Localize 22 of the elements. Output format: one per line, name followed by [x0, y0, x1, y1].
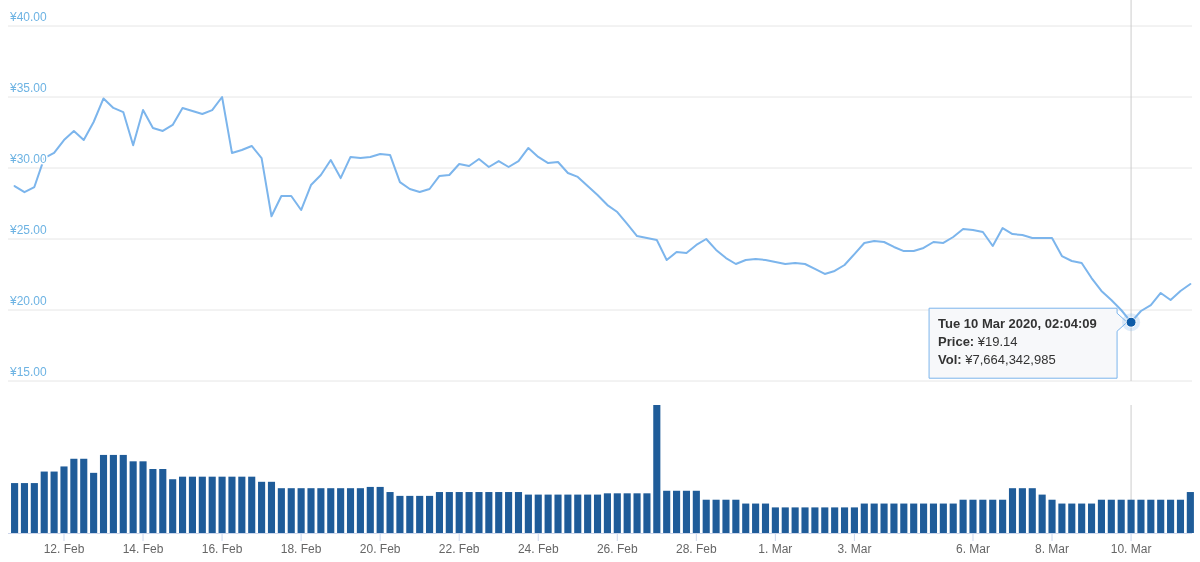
y-tick-label: ¥35.00	[9, 81, 48, 95]
x-tick-label: 3. Mar	[837, 542, 872, 556]
x-tick-label: 12. Feb	[43, 542, 85, 556]
x-tick-label: 24. Feb	[517, 542, 559, 556]
annotation: Vol: ¥7,664,342,985	[938, 352, 1056, 368]
annotation: Tue 10 Mar 2020, 02:04:09	[938, 316, 1097, 332]
y-tick-label: ¥20.00	[9, 294, 48, 308]
y-tick-label: ¥15.00	[9, 365, 48, 379]
x-tick-label: 1. Mar	[758, 542, 793, 556]
x-tick-label: 28. Feb	[675, 542, 717, 556]
x-tick-label: 26. Feb	[596, 542, 638, 556]
y-tick-label: ¥40.00	[9, 10, 48, 24]
x-tick-label: 22. Feb	[438, 542, 480, 556]
annotation: Price: ¥19.14	[938, 334, 1018, 350]
x-tick-label: 16. Feb	[201, 542, 243, 556]
x-tick-label: 6. Mar	[955, 542, 990, 556]
x-tick-label: 10. Mar	[1110, 542, 1152, 556]
x-tick-label: 14. Feb	[122, 542, 164, 556]
x-tick-label: 20. Feb	[359, 542, 401, 556]
x-tick-label: 8. Mar	[1035, 542, 1070, 556]
x-tick-label: 18. Feb	[280, 542, 322, 556]
y-tick-label: ¥25.00	[9, 223, 48, 237]
